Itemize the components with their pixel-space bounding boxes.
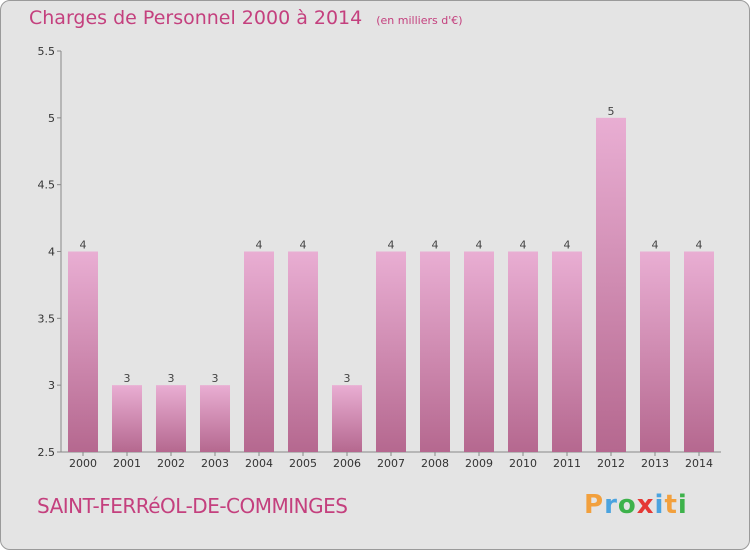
x-tick-label: 2007 bbox=[377, 457, 405, 470]
bar bbox=[156, 385, 186, 452]
data-label: 4 bbox=[80, 239, 87, 252]
y-tick-label: 2.5 bbox=[38, 446, 56, 459]
x-tick-label: 2003 bbox=[201, 457, 229, 470]
chart-unit: (en milliers d'€) bbox=[376, 14, 463, 27]
bar bbox=[596, 117, 626, 452]
x-tick-label: 2004 bbox=[245, 457, 273, 470]
x-tick-label: 2010 bbox=[509, 457, 537, 470]
bar bbox=[200, 385, 230, 452]
bar bbox=[508, 251, 538, 452]
y-tick-label: 3.5 bbox=[38, 312, 56, 325]
x-tick-label: 2005 bbox=[289, 457, 317, 470]
chart-title-text: Charges de Personnel 2000 à 2014 bbox=[29, 7, 363, 29]
bar bbox=[288, 251, 318, 452]
data-label: 4 bbox=[652, 239, 659, 252]
data-label: 4 bbox=[696, 239, 703, 252]
data-label: 4 bbox=[432, 239, 439, 252]
logo-letter: i bbox=[677, 490, 688, 520]
x-tick-label: 2009 bbox=[465, 457, 493, 470]
bar bbox=[684, 251, 714, 452]
x-tick-label: 2006 bbox=[333, 457, 361, 470]
bar bbox=[68, 251, 98, 452]
y-tick-label: 5 bbox=[48, 112, 55, 125]
bar bbox=[332, 385, 362, 452]
data-label: 5 bbox=[608, 105, 615, 118]
bar bbox=[552, 251, 582, 452]
logo-letter: P bbox=[584, 490, 605, 520]
data-label: 3 bbox=[344, 372, 351, 385]
bar bbox=[376, 251, 406, 452]
proxiti-logo[interactable]: Proxiti bbox=[584, 490, 688, 520]
y-tick-label: 4 bbox=[48, 246, 55, 259]
logo-letter: t bbox=[664, 490, 678, 520]
data-label: 4 bbox=[388, 239, 395, 252]
data-label: 4 bbox=[300, 239, 307, 252]
bar bbox=[244, 251, 274, 452]
bar bbox=[464, 251, 494, 452]
bar bbox=[112, 385, 142, 452]
y-tick-label: 4.5 bbox=[38, 179, 56, 192]
x-tick-label: 2013 bbox=[641, 457, 669, 470]
x-tick-label: 2014 bbox=[685, 457, 713, 470]
x-tick-label: 2012 bbox=[597, 457, 625, 470]
y-tick-label: 5.5 bbox=[38, 45, 56, 58]
x-tick-label: 2000 bbox=[69, 457, 97, 470]
x-tick-label: 2001 bbox=[113, 457, 141, 470]
logo-letter: i bbox=[654, 490, 665, 520]
bar bbox=[420, 251, 450, 452]
y-tick-label: 3 bbox=[48, 379, 55, 392]
data-label: 4 bbox=[520, 239, 527, 252]
logo-letter: r bbox=[604, 490, 618, 520]
data-label: 4 bbox=[564, 239, 571, 252]
x-tick-label: 2002 bbox=[157, 457, 185, 470]
data-label: 3 bbox=[212, 372, 219, 385]
data-label: 4 bbox=[476, 239, 483, 252]
commune-name: SAINT-FERRéOL-DE-COMMINGES bbox=[37, 494, 348, 518]
logo-letter: x bbox=[636, 490, 655, 520]
data-label: 4 bbox=[256, 239, 263, 252]
data-label: 3 bbox=[124, 372, 131, 385]
chart-title: Charges de Personnel 2000 à 2014 (en mill… bbox=[29, 7, 463, 29]
x-tick-label: 2011 bbox=[553, 457, 581, 470]
x-tick-label: 2008 bbox=[421, 457, 449, 470]
logo-letter: o bbox=[617, 490, 637, 520]
data-label: 3 bbox=[168, 372, 175, 385]
bar bbox=[640, 251, 670, 452]
